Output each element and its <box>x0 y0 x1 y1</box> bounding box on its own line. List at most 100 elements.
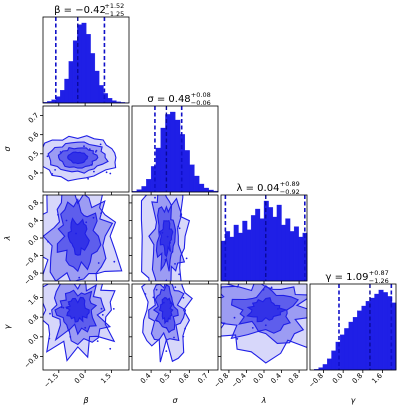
y-tick-label: 0.0 <box>27 234 41 248</box>
hist-bar <box>94 70 100 104</box>
x-tick-label: 0.0 <box>73 372 87 386</box>
hist-bar <box>179 134 186 193</box>
sample-point <box>99 143 102 146</box>
hist-bar <box>357 310 363 371</box>
sample-point <box>270 286 273 289</box>
title-lower-error: −1.26 <box>369 277 389 285</box>
x-axis-label: γ <box>351 396 357 405</box>
panel-frame <box>42 283 130 371</box>
hist-bar <box>72 40 78 104</box>
hist-bar <box>352 317 358 371</box>
panel-frame <box>309 283 397 371</box>
contour-panel-0-1 <box>42 105 130 193</box>
panel-title: λ = 0.04 <box>237 183 280 194</box>
sample-point <box>101 314 104 316</box>
hist-bar <box>60 90 65 104</box>
hist-panel-0 <box>42 16 130 104</box>
x-tick-label: 0.5 <box>158 372 172 386</box>
hist-bar <box>327 358 332 371</box>
y-tick-label: −0.8 <box>23 269 41 287</box>
sample-point <box>182 296 185 299</box>
hist-bar <box>246 229 252 282</box>
contour-panel-1-2 <box>131 194 219 282</box>
y-tick-label: 0.6 <box>27 130 41 144</box>
hist-bar <box>90 53 96 104</box>
hist-bar <box>141 186 147 193</box>
contour-level <box>159 220 174 258</box>
hist-bar <box>285 218 291 282</box>
contour-panel-0-3 <box>42 278 130 371</box>
hist-bar <box>155 147 162 193</box>
hist-bar <box>203 187 209 193</box>
hist-bar <box>81 22 87 104</box>
hist-bar <box>174 119 181 193</box>
y-tick-label: 0.4 <box>27 216 41 230</box>
title-upper-error: +0.89 <box>280 180 300 188</box>
x-axis-label: β <box>82 396 88 405</box>
panel-frame <box>42 16 130 104</box>
y-tick-label: −0.8 <box>23 352 41 370</box>
hist-bar <box>289 231 295 282</box>
x-tick-label: 0.4 <box>139 371 153 385</box>
title-upper-error: +0.87 <box>369 269 389 277</box>
y-tick-label: 0.0 <box>27 333 41 347</box>
sample-point <box>96 340 99 342</box>
hist-bar <box>370 297 375 371</box>
sample-point <box>178 227 181 230</box>
title-upper-error: +1.52 <box>104 2 124 10</box>
sample-point <box>155 288 158 291</box>
hist-bar <box>331 350 337 371</box>
hist-bar <box>198 183 205 193</box>
sample-point <box>93 170 95 173</box>
sample-point <box>205 286 207 288</box>
sample-point <box>165 350 168 352</box>
hist-panel-1 <box>131 105 219 193</box>
contour-panel-2-3 <box>205 282 308 371</box>
sample-point <box>174 263 176 265</box>
hist-bar <box>184 150 190 193</box>
hist-bar <box>170 111 176 193</box>
hist-bar <box>281 224 286 282</box>
y-tick-label: 0.5 <box>27 150 41 164</box>
y-tick-label: 0.7 <box>27 111 41 125</box>
x-axis-label: λ <box>261 396 267 405</box>
contour-level <box>67 151 89 165</box>
hist-bar <box>107 98 113 104</box>
sample-point <box>100 307 103 310</box>
contour-panel-1-3 <box>131 283 219 371</box>
hist-bar <box>382 292 388 371</box>
sample-point <box>271 282 273 284</box>
hist-bar <box>160 127 166 193</box>
hist-bar <box>272 216 278 282</box>
panel-title: γ = 1.09 <box>326 272 369 283</box>
panel-title: σ = 0.48 <box>147 94 190 105</box>
panel-frame <box>131 105 219 193</box>
hist-bar <box>298 236 304 282</box>
x-axis-label: σ <box>172 396 178 405</box>
sample-point <box>49 312 51 315</box>
x-tick-label: 0.7 <box>196 372 210 386</box>
x-tick-label: 1.6 <box>370 371 384 385</box>
x-tick-label: 0.8 <box>287 372 301 386</box>
sample-point <box>112 308 115 310</box>
sample-point <box>47 188 49 190</box>
sample-point <box>154 196 156 199</box>
hist-bar <box>85 34 91 104</box>
sample-point <box>113 278 115 280</box>
title-lower-error: −0.06 <box>191 99 211 107</box>
contour-level <box>158 296 174 325</box>
hist-bar <box>255 208 261 282</box>
hist-bar <box>293 226 299 282</box>
sample-point <box>236 338 239 340</box>
hist-bar <box>189 164 195 193</box>
contour-level <box>65 296 90 323</box>
hist-bar <box>268 207 274 282</box>
x-tick-label: 0.8 <box>351 372 365 386</box>
y-tick-label: 0.8 <box>27 313 41 327</box>
x-tick-label: 0.4 <box>269 371 283 385</box>
y-tick-label: 1.6 <box>27 293 41 307</box>
y-axis-label: σ <box>3 146 12 152</box>
hist-panel-2 <box>220 194 308 282</box>
title-upper-error: +0.08 <box>191 91 211 99</box>
